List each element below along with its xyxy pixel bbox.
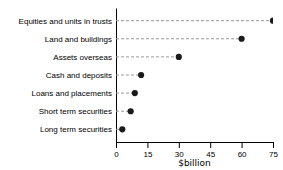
dot (119, 126, 125, 132)
x-tick-mark (147, 142, 148, 148)
x-tick-mark (116, 142, 117, 148)
stem (116, 56, 179, 57)
marks (116, 18, 273, 133)
dot (239, 36, 245, 42)
x-tick-mark (273, 142, 274, 148)
x-tick-mark (210, 142, 211, 148)
x-tick-label: 60 (238, 150, 247, 159)
y-tick-label: Equities and units in trusts (19, 17, 112, 26)
x-tick: 45 (206, 142, 215, 159)
y-tick-label: Assets overseas (53, 53, 112, 62)
chart: 0 15 30 45 60 75 Equities and units in trusts L… (0, 0, 283, 170)
dot (138, 72, 144, 78)
y-tick: Equities and units in trusts (19, 17, 116, 26)
y-tick-label: Short term securities (39, 107, 112, 116)
y-tick-label: Land and buildings (45, 35, 112, 44)
x-tick-mark (179, 142, 180, 148)
y-tick: Land and buildings (45, 35, 116, 44)
stem (116, 20, 273, 21)
dot (176, 54, 182, 60)
y-tick: Assets overseas (53, 53, 116, 62)
plot: 0 15 30 45 60 75 Equities and units in trusts L… (19, 9, 279, 159)
x-tick-label: 75 (269, 150, 278, 159)
x-axis: 0 15 30 45 60 75 (114, 142, 278, 159)
dot (132, 90, 138, 96)
x-tick-label: 0 (114, 150, 119, 159)
x-tick-label: 15 (143, 150, 152, 159)
x-tick: 30 (175, 142, 184, 159)
y-axis: Equities and units in trusts Land and bui… (19, 9, 117, 143)
x-axis-line (117, 143, 274, 149)
dot (270, 18, 273, 24)
stem (116, 38, 242, 39)
stem (116, 75, 141, 76)
y-tick-label: Cash and deposits (46, 71, 112, 80)
y-tick-label: Loans and placements (32, 89, 113, 98)
y-tick: Short term securities (39, 107, 116, 116)
x-tick: 15 (143, 142, 152, 159)
x-tick-mark (242, 142, 243, 148)
dot (128, 108, 134, 114)
x-axis-title: $billion (178, 158, 211, 168)
x-tick: 60 (238, 142, 247, 159)
y-tick: Cash and deposits (46, 71, 116, 80)
x-tick: 0 (114, 142, 119, 159)
y-tick: Loans and placements (32, 89, 117, 98)
x-tick: 75 (269, 142, 278, 159)
y-tick-label: Long term securities (40, 125, 112, 134)
y-tick: Long term securities (40, 125, 116, 134)
